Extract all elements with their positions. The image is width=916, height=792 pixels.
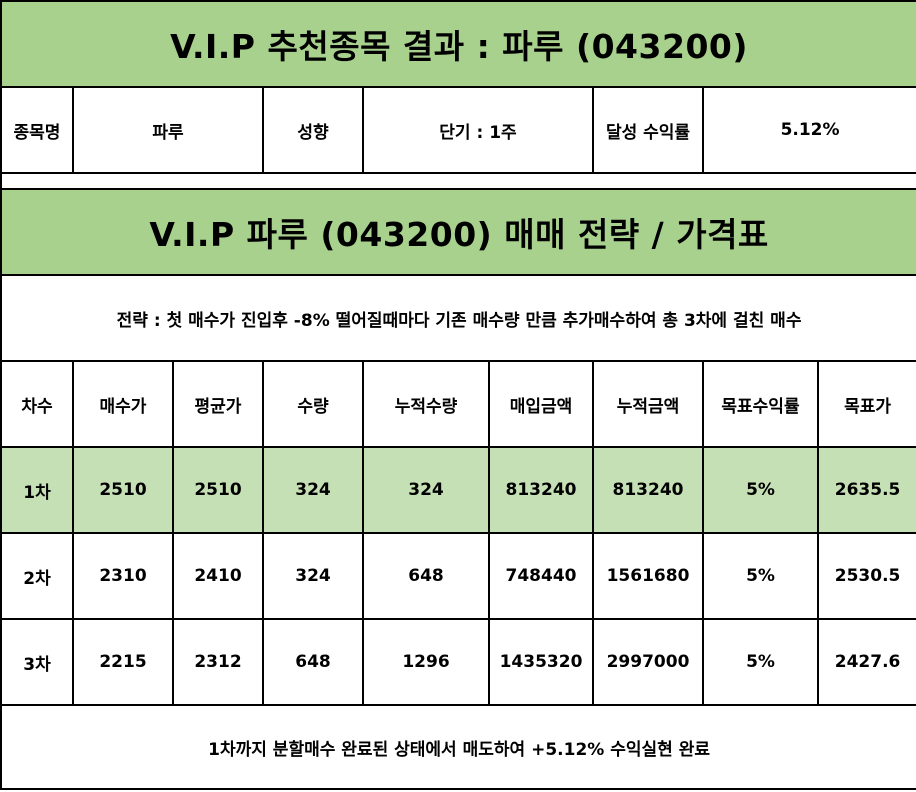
table-cell: 324 bbox=[262, 532, 364, 620]
table-cell: 813240 bbox=[488, 446, 594, 534]
table-row: 1차 2510 2510 324 324 813240 813240 5% 26… bbox=[0, 446, 916, 534]
stock-name-value: 파루 bbox=[72, 86, 264, 174]
table-cell: 2997000 bbox=[592, 618, 704, 706]
table-header-row: 차수 매수가 평균가 수량 누적수량 매입금액 누적금액 목표수익률 목표가 bbox=[0, 360, 916, 448]
column-header: 수량 bbox=[262, 360, 364, 448]
column-header: 차수 bbox=[0, 360, 74, 448]
table-cell: 5% bbox=[702, 618, 819, 706]
table-cell: 1차 bbox=[0, 446, 74, 534]
table-cell: 2차 bbox=[0, 532, 74, 620]
table-cell: 1561680 bbox=[592, 532, 704, 620]
table-cell: 2215 bbox=[72, 618, 174, 706]
spacer-row bbox=[0, 172, 916, 190]
stock-type-label: 성향 bbox=[262, 86, 364, 174]
table-cell: 648 bbox=[262, 618, 364, 706]
table-cell: 3차 bbox=[0, 618, 74, 706]
table-cell: 324 bbox=[262, 446, 364, 534]
column-header: 매수가 bbox=[72, 360, 174, 448]
table-row: 3차 2215 2312 648 1296 1435320 2997000 5%… bbox=[0, 618, 916, 706]
return-value: 5.12% bbox=[701, 86, 916, 174]
column-header: 평균가 bbox=[172, 360, 264, 448]
stock-type-value: 단기 : 1주 bbox=[362, 86, 594, 174]
column-header: 목표수익률 bbox=[702, 360, 819, 448]
table-cell: 2510 bbox=[172, 446, 264, 534]
return-label: 달성 수익률 bbox=[592, 86, 704, 174]
table-cell: 2510 bbox=[72, 446, 174, 534]
column-header: 누적금액 bbox=[592, 360, 704, 448]
result-summary: 1차까지 분할매수 완료된 상태에서 매도하여 +5.12% 수익실현 완료 bbox=[0, 704, 916, 790]
table-cell: 1296 bbox=[362, 618, 490, 706]
table-cell: 748440 bbox=[488, 532, 594, 620]
strategy-description: 전략 : 첫 매수가 진입후 -8% 떨어질때마다 기존 매수량 만큼 추가매수… bbox=[0, 274, 916, 362]
table-row: 2차 2310 2410 324 648 748440 1561680 5% 2… bbox=[0, 532, 916, 620]
table-cell: 324 bbox=[362, 446, 490, 534]
stock-name-label: 종목명 bbox=[0, 86, 74, 174]
table-cell: 2310 bbox=[72, 532, 174, 620]
strategy-title: V.I.P 파루 (043200) 매매 전략 / 가격표 bbox=[0, 188, 916, 276]
table-cell: 2635.5 bbox=[816, 446, 916, 534]
table-cell: 2312 bbox=[172, 618, 264, 706]
table-cell: 2530.5 bbox=[816, 532, 916, 620]
page-title: V.I.P 추천종목 결과 : 파루 (043200) bbox=[0, 0, 916, 88]
table-cell: 2410 bbox=[172, 532, 264, 620]
table-cell: 1435320 bbox=[488, 618, 594, 706]
column-header: 누적수량 bbox=[362, 360, 490, 448]
table-cell: 5% bbox=[702, 532, 819, 620]
column-header: 목표가 bbox=[816, 360, 916, 448]
column-header: 매입금액 bbox=[488, 360, 594, 448]
table-cell: 648 bbox=[362, 532, 490, 620]
table-cell: 813240 bbox=[592, 446, 704, 534]
table-cell: 5% bbox=[702, 446, 819, 534]
table-cell: 2427.6 bbox=[816, 618, 916, 706]
